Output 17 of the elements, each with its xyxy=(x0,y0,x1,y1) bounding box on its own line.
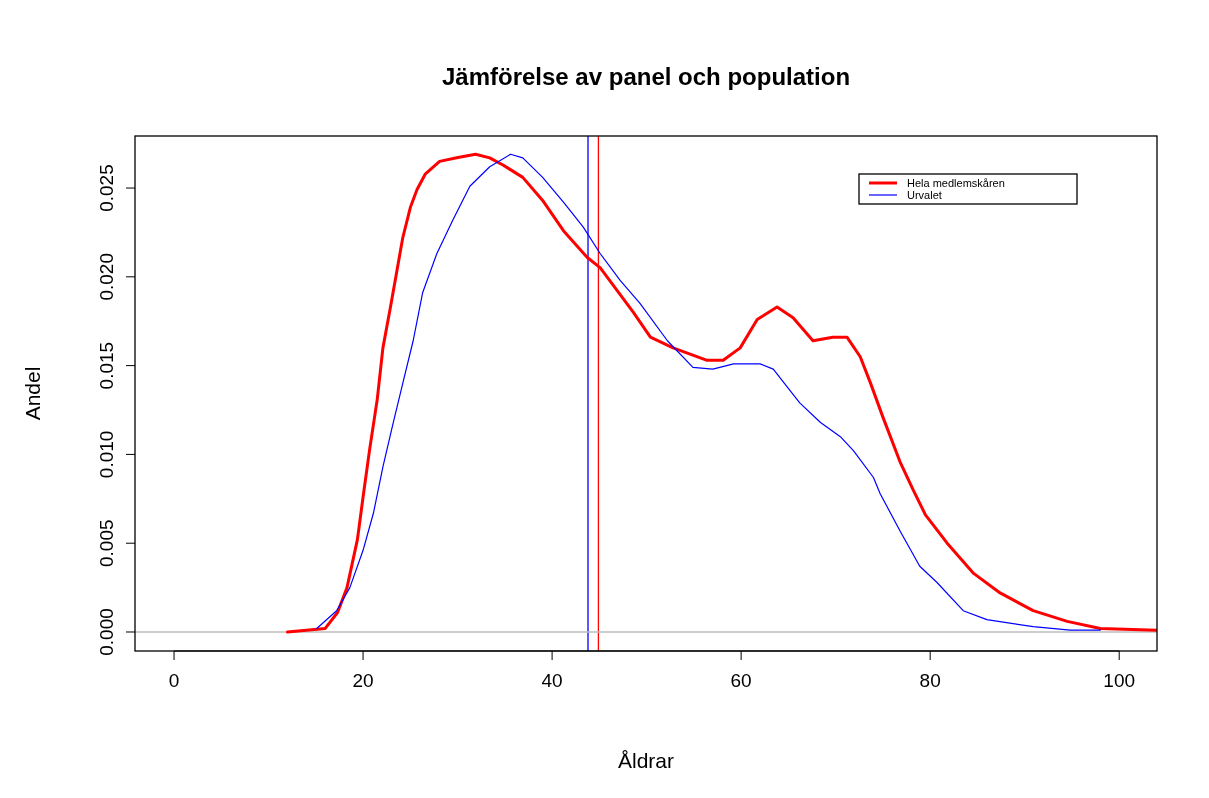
chart-title: Jämförelse av panel och population xyxy=(441,63,851,90)
y-tick-label: 0.025 xyxy=(96,164,117,212)
x-tick-label: 60 xyxy=(730,670,752,691)
x-tick-label: 0 xyxy=(168,670,180,691)
y-tick-label: 0.010 xyxy=(96,430,117,479)
y-tick-label: 0.015 xyxy=(96,341,117,390)
x-tick-label: 20 xyxy=(352,670,374,691)
legend-label: Hela medlemskåren xyxy=(907,177,1005,189)
x-axis-title: Åldrar xyxy=(617,749,675,772)
y-axis-title: Andel xyxy=(21,366,44,421)
y-tick-label: 0.000 xyxy=(96,608,117,656)
x-tick-label: 80 xyxy=(919,670,941,691)
y-tick-label: 0.020 xyxy=(96,253,117,301)
x-tick-label: 100 xyxy=(1103,670,1136,691)
y-tick-label: 0.005 xyxy=(96,519,117,567)
legend-label: Urvalet xyxy=(907,189,942,201)
x-tick-label: 40 xyxy=(541,670,563,691)
